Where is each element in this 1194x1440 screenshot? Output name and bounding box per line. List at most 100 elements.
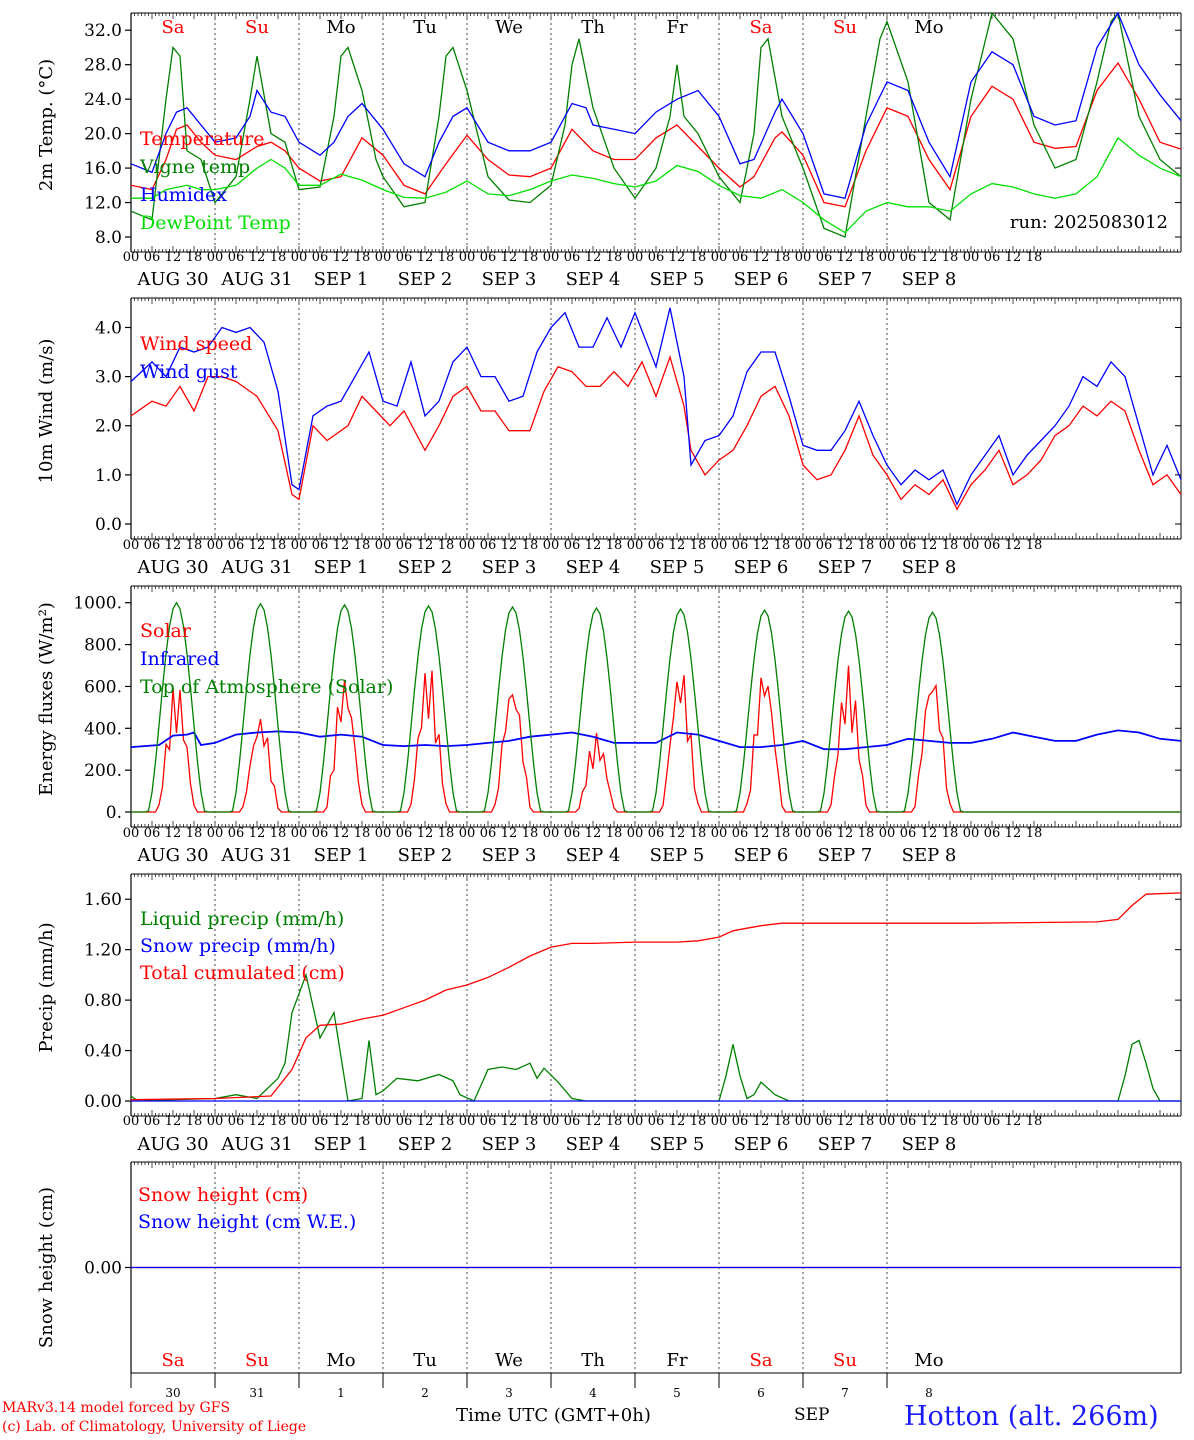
hour-tick-label: 18 [438, 538, 455, 553]
hour-tick-label: 12 [165, 538, 182, 553]
hour-tick-label: 06 [396, 250, 413, 265]
legend-entry: Humidex [140, 184, 227, 206]
hour-tick-label: 00 [291, 250, 308, 265]
hour-tick-label: 18 [606, 826, 623, 841]
day-name-label: Mo [326, 17, 355, 38]
day-name-label: Mo [914, 17, 943, 38]
y-tick-label: 0.80 [84, 991, 122, 1011]
hour-tick-label: 00 [291, 1114, 308, 1129]
hour-tick-label: 06 [228, 538, 245, 553]
y-tick-label: 800. [84, 636, 122, 656]
hour-tick-label: 12 [837, 1114, 854, 1129]
legend-entry: Snow height (cm) [138, 1184, 308, 1206]
station-name: Hotton (alt. 266m) [904, 1401, 1159, 1432]
day-name-label: We [495, 1350, 523, 1371]
hour-tick-label: 12 [165, 250, 182, 265]
y-tick-label: 2.0 [95, 417, 122, 437]
date-label: SEP 2 [398, 557, 453, 578]
hour-tick-label: 00 [711, 538, 728, 553]
legend-entry: Liquid precip (mm/h) [140, 908, 344, 930]
hour-tick-label: 12 [333, 250, 350, 265]
hour-tick-label: 12 [921, 538, 938, 553]
hour-tick-label: 00 [543, 250, 560, 265]
hour-tick-label: 12 [921, 250, 938, 265]
hour-tick-label: 18 [690, 826, 707, 841]
date-label: AUG 31 [220, 269, 292, 290]
hour-tick-label: 06 [732, 538, 749, 553]
hour-tick-label: 18 [354, 538, 371, 553]
date-label: SEP 3 [482, 845, 537, 866]
series-line-dewpoint-temp [131, 136, 1182, 234]
hour-tick-label: 00 [795, 826, 812, 841]
y-tick-label: 1.0 [95, 466, 122, 486]
y-tick-label: 12.0 [84, 194, 122, 214]
date-label: SEP 5 [650, 557, 705, 578]
hour-tick-label: 06 [900, 250, 917, 265]
date-label: SEP 7 [818, 269, 873, 290]
date-label: SEP 1 [314, 845, 369, 866]
hour-tick-label: 12 [249, 1114, 266, 1129]
legend-entry: Snow height (cm W.E.) [138, 1211, 356, 1233]
day-name-label: Sa [749, 1350, 772, 1371]
hour-tick-label: 06 [228, 1114, 245, 1129]
hour-tick-label: 18 [1026, 826, 1043, 841]
hour-tick-label: 00 [711, 250, 728, 265]
hour-tick-label: 18 [1026, 250, 1043, 265]
series-line-infrared [130, 729, 1182, 751]
date-label: SEP 4 [566, 557, 621, 578]
hour-tick-label: 18 [270, 1114, 287, 1129]
hour-tick-label: 18 [942, 1114, 959, 1129]
hour-tick-label: 18 [1026, 538, 1043, 553]
y-axis-label: Precip (mm/h) [36, 922, 57, 1052]
day-name-label: Th [581, 17, 605, 38]
series-line-liquid-precip-mm-h- [130, 972, 1181, 1102]
hour-tick-label: 00 [459, 538, 476, 553]
hour-tick-label: 12 [753, 250, 770, 265]
y-tick-label: 16.0 [84, 159, 122, 179]
y-tick-label: 20.0 [84, 125, 122, 145]
hour-tick-label: 12 [1005, 250, 1022, 265]
date-label: SEP 8 [902, 557, 957, 578]
hour-tick-label: 18 [774, 538, 791, 553]
hour-tick-label: 00 [879, 250, 896, 265]
date-label: SEP 2 [398, 269, 453, 290]
hour-tick-label: 06 [732, 1114, 749, 1129]
hour-tick-label: 12 [501, 250, 518, 265]
day-name-label: Su [245, 17, 269, 38]
legend-entry: Top of Atmosphere (Solar) [140, 676, 393, 698]
hour-tick-label: 00 [375, 250, 392, 265]
day-number-label: 1 [337, 1386, 345, 1400]
hour-tick-label: 06 [984, 1114, 1001, 1129]
y-tick-label: 600. [84, 677, 122, 697]
date-label: SEP 1 [314, 1134, 369, 1155]
hour-tick-label: 06 [732, 826, 749, 841]
y-tick-label: 200. [84, 761, 122, 781]
hour-tick-label: 18 [522, 250, 539, 265]
hour-tick-label: 00 [459, 1114, 476, 1129]
hour-tick-label: 12 [333, 826, 350, 841]
series-line-temperature [130, 61, 1182, 208]
y-tick-label: 1.20 [84, 941, 122, 961]
hour-tick-label: 12 [669, 1114, 686, 1129]
hour-tick-label: 06 [816, 1114, 833, 1129]
y-tick-label: 3.0 [95, 368, 122, 388]
date-label: SEP 1 [314, 269, 369, 290]
hour-tick-label: 18 [522, 826, 539, 841]
y-tick-label: 1000. [73, 594, 122, 614]
y-tick-label: 0. [106, 803, 122, 823]
hour-tick-label: 00 [711, 826, 728, 841]
date-label: SEP 4 [566, 845, 621, 866]
hour-tick-label: 06 [480, 826, 497, 841]
hour-tick-label: 00 [123, 826, 140, 841]
hour-tick-label: 00 [627, 1114, 644, 1129]
day-name-label: Su [245, 1350, 269, 1371]
date-label: SEP 2 [398, 845, 453, 866]
legend-entry: Temperature [140, 128, 264, 150]
hour-tick-label: 18 [354, 250, 371, 265]
date-label: SEP 2 [398, 1134, 453, 1155]
y-tick-label: 28.0 [84, 56, 122, 76]
hour-tick-label: 06 [396, 1114, 413, 1129]
hour-tick-label: 18 [354, 826, 371, 841]
series-line-top-of-atmosphere-solar- [131, 601, 1181, 813]
hour-tick-label: 06 [396, 538, 413, 553]
